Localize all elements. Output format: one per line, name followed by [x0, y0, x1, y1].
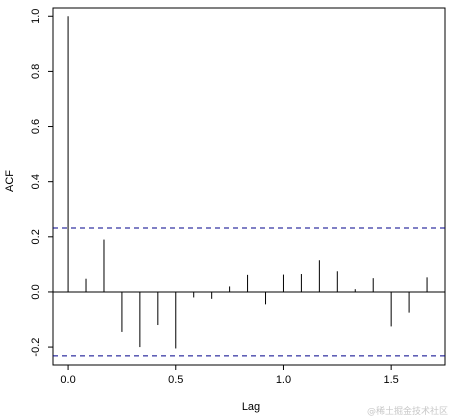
y-tick-label: 1.0 [30, 9, 42, 24]
x-tick-label: 1.0 [276, 374, 291, 386]
y-tick-label: 0.4 [30, 174, 42, 189]
watermark: @稀土掘金技术社区 [366, 407, 448, 417]
x-tick-label: 0.5 [168, 374, 183, 386]
plot-frame [52, 7, 446, 366]
acf-spikes [67, 16, 428, 349]
x-axis-title: Lag [242, 401, 260, 413]
x-tick-label: 1.5 [384, 374, 399, 386]
y-tick-label: -0.2 [30, 338, 42, 357]
x-axis: 0.0 0.5 1.0 1.5 [60, 365, 399, 386]
y-axis: -0.2 0.0 0.2 0.4 0.6 0.8 1.0 [30, 9, 53, 357]
y-tick-label: 0.2 [30, 229, 42, 244]
y-tick-label: 0.6 [30, 119, 42, 134]
y-axis-title: ACF [4, 170, 16, 192]
y-tick-label: 0.8 [30, 64, 42, 79]
x-tick-label: 0.0 [60, 374, 75, 386]
y-tick-label: 0.0 [30, 284, 42, 299]
